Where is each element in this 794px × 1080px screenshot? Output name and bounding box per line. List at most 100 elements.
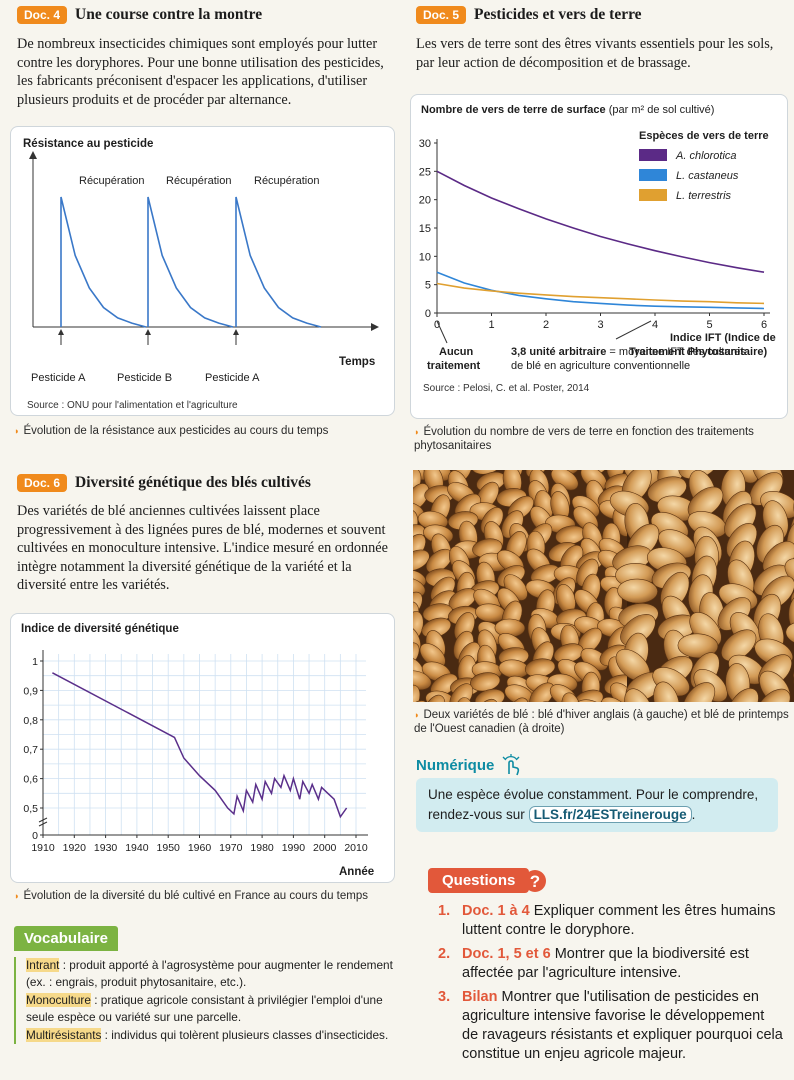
diversity-x-tick-label: 1930 — [94, 842, 118, 854]
worms-y-tick-label: 0 — [425, 308, 431, 320]
worms-x-tick-label: 3 — [597, 319, 603, 331]
diversity-chart: Indice de diversité génétique 0 0,5 0,6 0,7… — [21, 623, 374, 878]
wheat-grain — [785, 621, 794, 646]
question-3-number: 3. — [438, 989, 451, 1005]
vocab-entry-multiresistants: Multirésistants : individus qui tolèrent… — [26, 1027, 394, 1044]
diversity-y-tick-label: 1 — [32, 656, 38, 668]
worms-y-tick-label: 15 — [419, 223, 431, 235]
worms-x-tick-label: 0 — [434, 319, 440, 331]
doc5-caption: Évolution du nombre de vers de terre en … — [414, 425, 789, 453]
numerique-period: . — [691, 807, 696, 822]
worms-chart: Nombre de vers de terre de surface (par … — [419, 104, 776, 394]
diversity-x-tick-label: 1910 — [31, 842, 55, 854]
treatment-arrowhead-2 — [145, 329, 151, 335]
wheat-grain — [653, 681, 680, 702]
worms-legend-title: Espèces de vers de terre — [639, 130, 769, 142]
numerique-link[interactable]: LLS.fr/24ESTreinerouge — [528, 806, 692, 823]
legend-swatch-terrestris — [639, 189, 667, 201]
wheat-grain — [423, 694, 446, 702]
doc5-text: Les vers de terre sont des êtres vivants… — [416, 36, 774, 71]
questions-list: 1. Doc. 1 à 4 Expliquer comment les être… — [438, 902, 784, 1069]
worms-y-tick-label: 10 — [419, 251, 431, 263]
question-2-body: Doc. 1, 5 et 6 Montrer que la biodiversi… — [462, 945, 784, 983]
diversity-x-tick-label: 2000 — [313, 842, 337, 854]
wheat-right-variety — [609, 470, 794, 702]
worms-x-tick-label: 4 — [652, 319, 658, 331]
diversity-x-tick-label: 2010 — [344, 842, 368, 854]
wheat-grain — [682, 682, 716, 702]
worms-series-1 — [436, 170, 765, 273]
ref-note-line2: de blé en agriculture conventionnelle — [511, 360, 690, 372]
question-3-text: Montrer que l'utilisation de pesticides … — [462, 989, 783, 1062]
worms-ylabel-main: Nombre de vers de terre de surface — [421, 104, 606, 116]
worms-ylabel: Nombre de vers de terre de surface (par … — [421, 104, 714, 116]
legend-label-castaneus: L. castaneus — [676, 170, 739, 182]
resistance-curve-1 — [60, 196, 147, 328]
vocabulary-title: Vocabulaire — [14, 926, 118, 951]
vocabulary-entries: Intrant : produit apporté à l'agrosystèm… — [14, 957, 394, 1044]
worms-y-tick-label: 25 — [419, 166, 431, 178]
wheat-left-variety — [413, 470, 635, 702]
wheat-grain — [474, 698, 499, 702]
questions-title: Questions — [428, 868, 530, 893]
question-1-number: 1. — [438, 903, 451, 919]
worms-x-tick-label: 2 — [543, 319, 549, 331]
worms-x-tick-label: 5 — [706, 319, 712, 331]
worms-axes: 0 5 10 15 20 25 30 0 1 2 3 4 5 6 — [419, 138, 770, 331]
diversity-y-tick-label: 0,5 — [23, 803, 38, 815]
resistance-chart-box: Résistance au pesticide Temps Récupérati… — [10, 126, 395, 416]
svg-text:?: ? — [530, 872, 540, 891]
question-2-text: Montrer que la biodiversité est affectée… — [462, 946, 749, 981]
ref-pointer — [615, 320, 652, 340]
legend-swatch-chlorotica — [639, 149, 667, 161]
treatment-arrowhead-3 — [233, 329, 239, 335]
diversity-xlabel: Année — [339, 866, 374, 878]
aucun-pointer — [436, 320, 448, 344]
numerique-text: Une espèce évolue constamment. Pour le c… — [428, 787, 759, 822]
touch-icon — [502, 754, 520, 776]
diversity-x-tick-label: 1990 — [282, 842, 306, 854]
wheat-grain — [413, 700, 429, 702]
wheat-grain — [413, 549, 430, 572]
legend-swatch-castaneus — [639, 169, 667, 181]
wheat-grain — [617, 578, 658, 604]
legend-label-chlorotica: A. chlorotica — [675, 150, 737, 162]
resistance-curve-2 — [147, 196, 234, 328]
doc6-header: Doc. 6 Diversité génétique des blés cult… — [17, 474, 311, 492]
doc4-badge: Doc. 4 — [17, 6, 68, 24]
legend-label-terrestris: L. terrestris — [676, 190, 732, 202]
wheat-grain — [507, 697, 529, 702]
wheat-grain — [756, 688, 791, 702]
resistance-xlabel: Temps — [339, 356, 375, 368]
doc4-source: Source : ONU pour l'alimentation et l'ag… — [27, 400, 238, 411]
wheat-grains-image — [413, 470, 794, 702]
diversity-x-tick-label: 1960 — [188, 842, 212, 854]
doc5-source: Source : Pelosi, C. et al. Poster, 2014 — [423, 383, 590, 394]
diversity-x-tick-label: 1950 — [157, 842, 181, 854]
resistance-curve-3 — [235, 196, 322, 328]
diversity-line — [52, 672, 348, 819]
ref-note-line1: 3,8 unité arbitraire = moyenne IFT des c… — [511, 346, 746, 358]
diversity-axes: 0 0,5 0,6 0,7 0,8 0,9 1 1910 1920 1930 1940 1950 196… — [23, 650, 368, 854]
doc6-text: Des variétés de blé anciennes cultivées … — [17, 503, 388, 593]
treatment-label-1: Pesticide A — [31, 372, 86, 384]
question-2: 2. Doc. 1, 5 et 6 Montrer que la biodive… — [438, 945, 784, 983]
doc6-caption: Évolution de la diversité du blé cultivé… — [14, 889, 394, 903]
vocab-def-multiresistants: : individus qui tolèrent plusieurs class… — [101, 1028, 389, 1042]
wheat-grain — [413, 684, 421, 702]
worms-chart-box: Nombre de vers de terre de surface (par … — [410, 94, 788, 419]
worms-lines — [436, 170, 765, 310]
vocab-def-monoculture: : pratique agricole consistant à privilé… — [26, 993, 383, 1024]
diversity-y-tick-label: 0,9 — [23, 685, 38, 697]
aucun-line1: Aucun — [439, 346, 474, 358]
vocab-term-monoculture: Monoculture — [26, 993, 91, 1007]
worms-ylabel-unit: (par m² de sol cultivé) — [609, 104, 715, 116]
doc5-header: Doc. 5 Pesticides et vers de terre — [416, 6, 642, 24]
question-1: 1. Doc. 1 à 4 Expliquer comment les être… — [438, 902, 784, 940]
doc6-badge: Doc. 6 — [17, 474, 68, 492]
photo-caption: Deux variétés de blé : blé d'hiver angla… — [414, 708, 789, 736]
wheat-grain — [449, 683, 474, 702]
treatment-label-2: Pesticide B — [117, 372, 172, 384]
numerique-title: Numérique — [416, 756, 495, 774]
worms-y-tick-label: 30 — [419, 138, 431, 150]
